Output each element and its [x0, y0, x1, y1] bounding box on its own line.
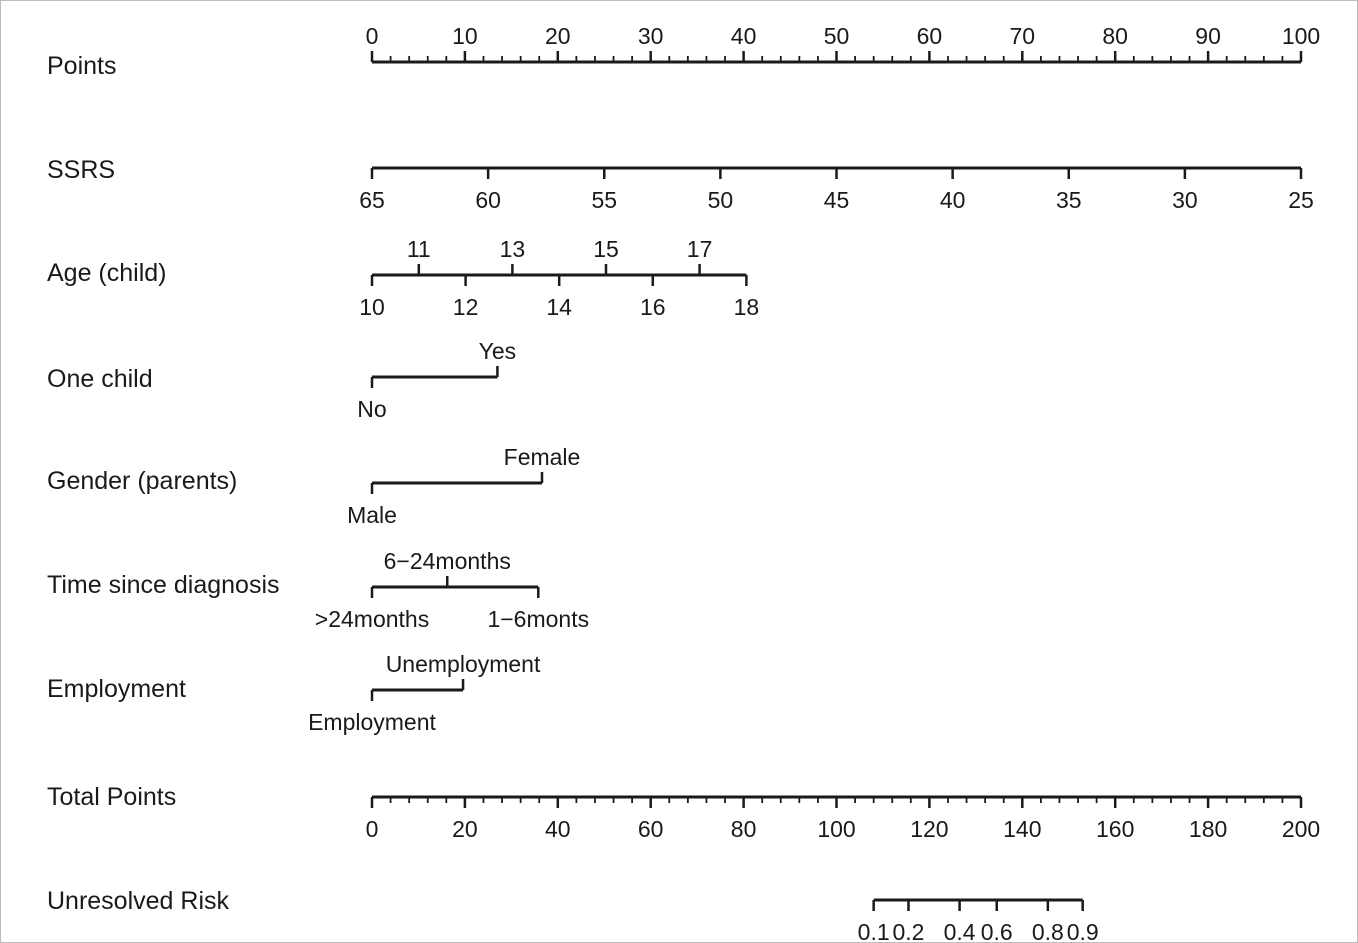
- unresolved-risk-tick-label: 0.4: [944, 919, 976, 943]
- age-child-tick-label: 17: [687, 236, 713, 262]
- unresolved-risk-tick-label: 0.2: [893, 919, 925, 943]
- one-child-level-label: Yes: [479, 338, 517, 364]
- points-tick-label: 0: [366, 23, 379, 49]
- one-child-level-label: No: [357, 396, 386, 422]
- total-points-tick-label: 60: [638, 816, 664, 842]
- points-tick-label: 60: [917, 23, 943, 49]
- total-points-tick-label: 40: [545, 816, 571, 842]
- row-label-time-since-diagnosis: Time since diagnosis: [47, 571, 280, 599]
- ssrs-tick-label: 50: [708, 187, 734, 213]
- row-label-age-child: Age (child): [47, 259, 167, 287]
- age-child-tick-label: 16: [640, 294, 666, 320]
- age-child-tick-label: 12: [453, 294, 479, 320]
- points-tick-label: 100: [1282, 23, 1320, 49]
- age-child-tick-label: 13: [500, 236, 526, 262]
- points-tick-label: 80: [1102, 23, 1128, 49]
- total-points-tick-label: 80: [731, 816, 757, 842]
- total-points-tick-label: 100: [817, 816, 855, 842]
- total-points-tick-label: 200: [1282, 816, 1320, 842]
- ssrs-tick-label: 45: [824, 187, 850, 213]
- time-since-diagnosis-level-label: >24months: [315, 606, 429, 632]
- age-child-tick-label: 18: [734, 294, 760, 320]
- total-points-tick-label: 140: [1003, 816, 1041, 842]
- total-points-tick-label: 180: [1189, 816, 1227, 842]
- age-child-tick-label: 14: [546, 294, 572, 320]
- points-tick-label: 40: [731, 23, 757, 49]
- time-since-diagnosis-level-label: 1−6monts: [487, 606, 589, 632]
- age-child-tick-label: 15: [593, 236, 619, 262]
- gender-parents-level-label: Female: [504, 444, 581, 470]
- unresolved-risk-tick-label: 0.8: [1032, 919, 1064, 943]
- points-tick-label: 30: [638, 23, 664, 49]
- row-label-employment: Employment: [47, 675, 186, 703]
- gender-parents-level-label: Male: [347, 502, 397, 528]
- employment-level-label: Employment: [308, 709, 436, 735]
- ssrs-tick-label: 25: [1288, 187, 1314, 213]
- ssrs-tick-label: 55: [591, 187, 617, 213]
- total-points-tick-label: 20: [452, 816, 478, 842]
- ssrs-tick-label: 40: [940, 187, 966, 213]
- time-since-diagnosis-level-label: 6−24months: [384, 548, 511, 574]
- unresolved-risk-tick-label: 0.1: [858, 919, 890, 943]
- row-label-gender-parents: Gender (parents): [47, 467, 237, 495]
- total-points-tick-label: 120: [910, 816, 948, 842]
- ssrs-tick-label: 35: [1056, 187, 1082, 213]
- points-tick-label: 50: [824, 23, 850, 49]
- age-child-tick-label: 11: [407, 236, 431, 262]
- row-label-ssrs: SSRS: [47, 156, 115, 184]
- points-tick-label: 90: [1195, 23, 1221, 49]
- points-tick-label: 10: [452, 23, 478, 49]
- row-label-total-points: Total Points: [47, 783, 176, 811]
- points-tick-label: 20: [545, 23, 571, 49]
- ssrs-tick-label: 30: [1172, 187, 1198, 213]
- employment-level-label: Unemployment: [386, 651, 541, 677]
- total-points-tick-label: 0: [366, 816, 379, 842]
- row-label-one-child: One child: [47, 365, 153, 393]
- unresolved-risk-tick-label: 0.6: [981, 919, 1013, 943]
- points-tick-label: 70: [1010, 23, 1036, 49]
- row-label-unresolved-risk: Unresolved Risk: [47, 887, 230, 915]
- unresolved-risk-tick-label: 0.9: [1067, 919, 1099, 943]
- ssrs-tick-label: 65: [359, 187, 385, 213]
- age-child-tick-label: 10: [359, 294, 385, 320]
- total-points-tick-label: 160: [1096, 816, 1134, 842]
- ssrs-tick-label: 60: [475, 187, 501, 213]
- row-label-points: Points: [47, 52, 116, 80]
